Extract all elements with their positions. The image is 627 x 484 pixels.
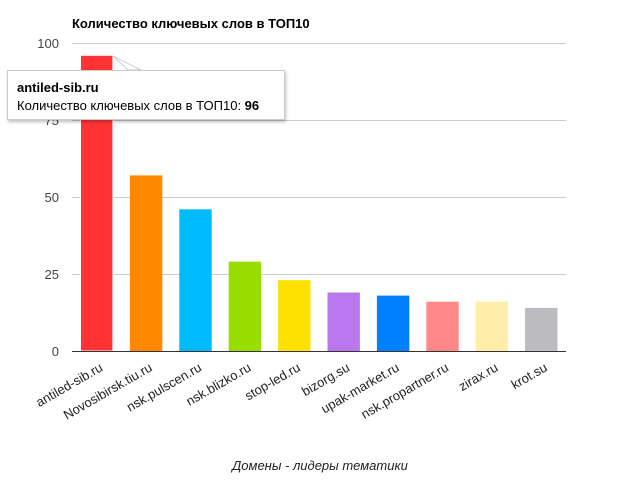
tooltip-pointer <box>112 55 142 71</box>
bar-upak-market.ru[interactable] <box>376 295 410 351</box>
tooltip: antiled-sib.ru Количество ключевых слов … <box>7 70 285 120</box>
x-tick-label: nsk.propartner.ru <box>358 360 451 422</box>
bar-bizorg.su[interactable] <box>327 292 360 352</box>
bar-nsk.propartner.ru[interactable] <box>426 301 459 351</box>
y-tick-label: 100 <box>37 36 59 51</box>
tooltip-title: antiled-sib.ru <box>17 80 99 95</box>
bar-nsk.pulscen.ru[interactable] <box>179 209 212 351</box>
bar-stop-led.ru[interactable] <box>278 280 311 351</box>
bar-nsk.blizko.ru[interactable] <box>228 261 262 351</box>
x-tick-label: zirax.ru <box>456 360 500 394</box>
y-tick-label: 0 <box>52 344 59 359</box>
bar-Novosibirsk.tiu.ru[interactable] <box>129 175 163 351</box>
tooltip-value: 96 <box>244 98 260 113</box>
y-tick-label: 50 <box>45 190 59 205</box>
x-axis-ticks: antiled-sib.ruNovosibirsk.tiu.runsk.puls… <box>33 360 550 423</box>
y-tick-label: 25 <box>45 267 59 282</box>
tooltip-series-label: Количество ключевых слов в ТОП10: <box>17 98 245 113</box>
bar-zirax.ru[interactable] <box>475 301 509 351</box>
chart-title: Количество ключевых слов в ТОП10 <box>72 16 310 31</box>
x-tick-label: stop-led.ru <box>242 360 303 404</box>
x-axis-label: Домены - лидеры тематики <box>230 458 408 473</box>
bar-krot.su[interactable] <box>525 307 558 351</box>
x-tick-label: krot.su <box>509 360 550 392</box>
tooltip-line: Количество ключевых слов в ТОП10: 96 <box>17 97 275 115</box>
